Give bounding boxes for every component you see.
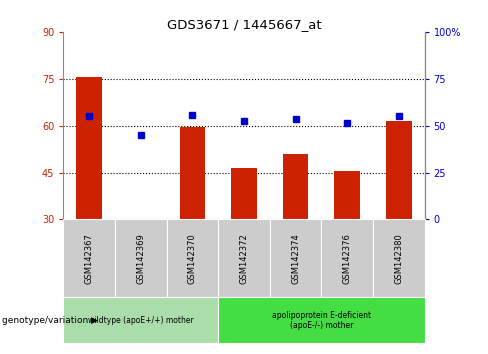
Text: GSM142370: GSM142370: [188, 233, 197, 284]
Text: apolipoprotein E-deficient
(apoE-/-) mother: apolipoprotein E-deficient (apoE-/-) mot…: [272, 311, 371, 330]
Bar: [63, 297, 218, 343]
Title: GDS3671 / 1445667_at: GDS3671 / 1445667_at: [167, 18, 321, 31]
Text: genotype/variation ▶: genotype/variation ▶: [2, 316, 99, 325]
Bar: [283, 154, 308, 219]
Bar: [386, 121, 412, 219]
Bar: [76, 77, 102, 219]
Bar: [218, 219, 270, 297]
Text: GSM142380: GSM142380: [394, 233, 403, 284]
Bar: [334, 171, 360, 219]
Bar: [373, 219, 425, 297]
Text: GSM142374: GSM142374: [291, 233, 300, 284]
Text: wildtype (apoE+/+) mother: wildtype (apoE+/+) mother: [88, 316, 194, 325]
Bar: [218, 297, 425, 343]
Bar: [322, 219, 373, 297]
Bar: [115, 219, 166, 297]
Text: GSM142367: GSM142367: [85, 233, 94, 284]
Bar: [270, 219, 322, 297]
Text: GSM142372: GSM142372: [240, 233, 248, 284]
Text: GSM142369: GSM142369: [136, 233, 145, 284]
Bar: [231, 168, 257, 219]
Bar: [166, 219, 218, 297]
Bar: [63, 219, 115, 297]
Text: GSM142376: GSM142376: [343, 233, 352, 284]
Bar: [180, 127, 205, 219]
